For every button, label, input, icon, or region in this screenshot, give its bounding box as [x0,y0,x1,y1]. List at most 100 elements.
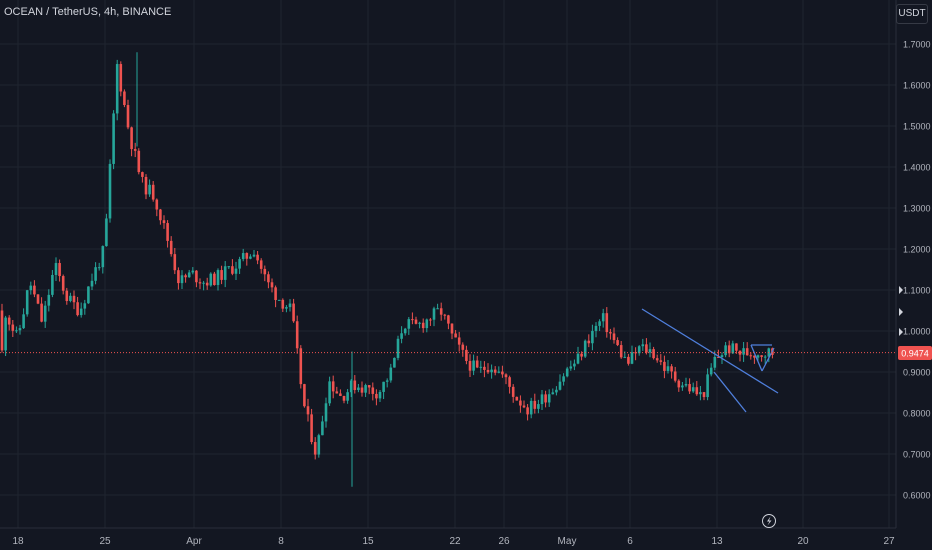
y-tick-label: 1.0000 [903,327,931,337]
candle-body [292,303,295,322]
candle-body [670,366,673,372]
candle-body [187,272,191,278]
candle-body [65,290,69,302]
candle-body [684,384,688,386]
currency-button[interactable]: USDT [896,4,928,24]
candle-body [594,325,598,331]
candle-body [220,270,223,280]
y-tick-label: 1.3000 [903,204,931,214]
candle-body [375,393,378,399]
candle-body [421,322,425,329]
candle-body [432,308,436,320]
candle-body [702,392,706,398]
candle-body [69,295,72,302]
candle-body [51,274,54,295]
candle-body [691,387,695,392]
candle-body [94,267,97,281]
candle-body [634,352,637,354]
x-tick-label: 25 [99,536,111,547]
candle-body [155,199,159,210]
candle-body [137,150,141,173]
candle-body [360,387,364,393]
candle-body [396,338,400,358]
candle-body [720,355,724,358]
candle-body [630,352,634,364]
candle-body [479,366,483,368]
price-badge-label: 0.9474 [901,349,929,359]
candle-body [731,343,735,354]
candle-body [580,353,583,357]
candle-body [249,256,252,259]
candle-body [641,344,645,347]
candle-body [735,343,738,351]
candle-body [202,282,205,284]
candle-body [353,380,357,391]
candle-body [299,348,303,385]
candle-body [486,369,490,373]
candle-body [648,349,652,353]
axis-markers[interactable] [899,286,903,336]
candle-body [591,330,594,344]
candle-body [637,346,641,354]
candle-body [529,400,533,415]
candle-body [454,333,457,338]
candle-body [753,355,756,358]
candle-body [598,321,601,326]
lightning-icon[interactable] [762,514,776,528]
candle-body [447,315,450,324]
candle-body [58,263,61,277]
candle-body [443,314,447,316]
candle-body [468,360,472,371]
candle-body [367,385,371,388]
y-tick-label: 1.2000 [903,245,931,255]
candle-body [508,377,511,387]
candle-body [414,319,418,324]
candle-body [616,340,619,346]
time-axis[interactable]: 18 25 Apr 8 15 22 26 May 6 13 20 27 [12,536,895,547]
candle-body [393,357,396,368]
candle-body [511,386,515,397]
candle-body [742,348,745,355]
candle-body [159,209,162,221]
candle-body [281,299,285,309]
candle-body [411,319,414,321]
candle-body [400,333,403,339]
candle-body [547,394,551,403]
candle-body [83,303,87,309]
candle-body [364,385,367,393]
candle-body [749,355,753,357]
candle-body [713,356,717,368]
candles [0,52,774,487]
candle-body [558,381,562,390]
candle-body [270,282,274,288]
candle-body [87,286,90,304]
candle-body [313,442,317,455]
candle-body [126,105,130,128]
trendlines[interactable] [641,308,779,413]
candle-body [756,355,760,358]
candle-body [537,404,540,409]
y-tick-label: 0.7000 [903,450,931,460]
y-tick-label: 1.7000 [903,40,931,50]
y-tick-label: 0.9000 [903,368,931,378]
candle-body [115,64,119,114]
candle-body [227,266,231,268]
candle-body [148,184,151,195]
candle-body [382,381,385,392]
candle-body [141,172,144,177]
candle-body [213,273,216,286]
candle-body [378,391,382,399]
candle-body [565,368,569,377]
candle-body [717,356,720,358]
candle-body [371,387,375,394]
candle-body [681,385,684,388]
candle-body [645,344,648,353]
candle-body [61,276,65,291]
price-axis[interactable]: 0.6000 0.7000 0.8000 0.9000 1.0000 1.1000 1.20… [903,40,931,501]
candle-body [709,367,713,375]
x-tick-label: Apr [186,536,202,547]
candle-body [162,220,166,224]
candle-body [623,356,627,358]
candle-body [472,360,475,371]
